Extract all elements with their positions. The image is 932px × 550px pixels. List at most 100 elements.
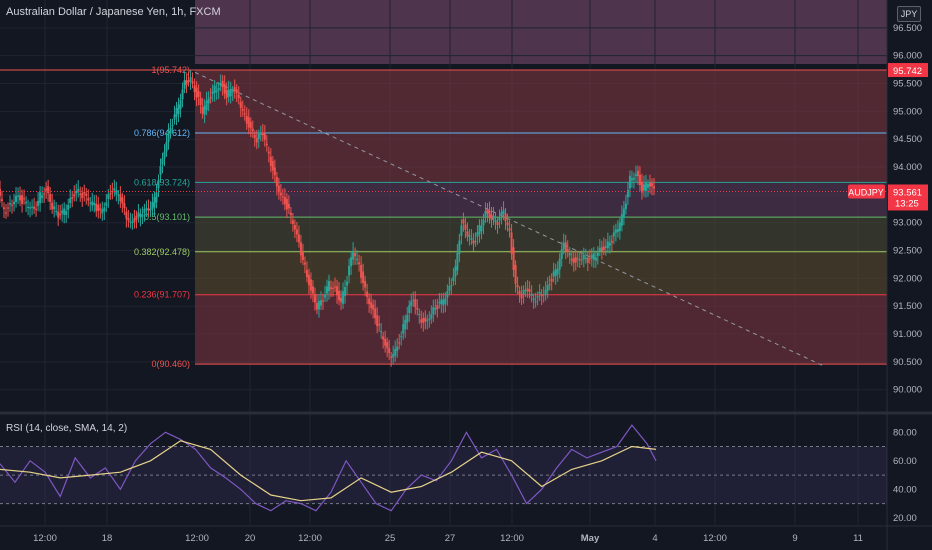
candle-body: [486, 208, 489, 214]
price-tick-label: 90.000: [893, 385, 922, 396]
candle-body: [107, 194, 110, 199]
fib-label: 0.5(93.101): [144, 212, 190, 222]
candle-body: [67, 205, 70, 211]
candle-body: [209, 97, 212, 99]
candle-body: [584, 257, 587, 259]
candle-body: [111, 190, 114, 193]
rsi-tick-label: 20.00: [893, 513, 917, 524]
time-tick-label: May: [581, 533, 600, 544]
countdown-tag: 13:25: [895, 198, 919, 209]
candle-body: [3, 207, 6, 210]
candle-body: [334, 286, 337, 288]
symbol-tag-bg: [848, 184, 885, 199]
candle-body: [370, 302, 373, 309]
candle-body: [145, 208, 148, 210]
candle-body: [171, 125, 174, 127]
candle-body: [185, 80, 188, 85]
rsi-tick-label: 80.00: [893, 427, 917, 438]
candle-body: [89, 202, 92, 204]
time-tick-label: 9: [792, 533, 797, 544]
candle-body: [39, 192, 42, 204]
candle-body: [382, 336, 385, 340]
candle-body: [394, 348, 397, 356]
candle-body: [536, 296, 539, 298]
candle-body: [281, 196, 284, 198]
price-tick-label: 91.000: [893, 329, 922, 340]
time-tick-label: 27: [445, 533, 456, 544]
candle-body: [65, 211, 68, 215]
fib-zone: [195, 251, 887, 295]
candle-body: [438, 301, 441, 304]
candle-body: [27, 206, 30, 208]
candle-body: [321, 300, 324, 302]
time-tick-label: 12:00: [703, 533, 727, 544]
candle-body: [87, 198, 90, 201]
candle-body: [223, 84, 226, 94]
time-tick-label: 20: [245, 533, 256, 544]
candle-body: [478, 224, 481, 235]
candle-body: [7, 207, 10, 209]
candle-body: [530, 293, 533, 296]
candle-body: [354, 253, 357, 257]
candle-body: [175, 108, 178, 117]
candle-body: [586, 257, 589, 263]
candle-body: [207, 98, 210, 104]
candle-body: [418, 314, 421, 316]
candle-body: [550, 278, 553, 282]
candle-body: [169, 127, 172, 134]
candle-body: [243, 113, 246, 115]
candle-body: [358, 262, 361, 265]
candle-body: [61, 210, 64, 214]
candle-body: [139, 213, 142, 218]
candle-body: [634, 174, 637, 176]
candle-body: [63, 208, 66, 215]
candle-body: [101, 209, 104, 214]
candle-body: [498, 217, 501, 221]
candle-body: [301, 252, 304, 260]
candle-body: [241, 109, 244, 111]
fib-zone: [195, 217, 887, 252]
candle-body: [287, 203, 290, 209]
candle-body: [532, 298, 535, 301]
candle-body: [193, 85, 196, 93]
candle-body: [572, 258, 575, 263]
candle-body: [450, 285, 453, 287]
last-price-tag: 93.561: [893, 187, 922, 198]
candle-body: [516, 284, 519, 288]
candle-body: [143, 208, 146, 213]
candle-body: [368, 298, 371, 304]
candle-body: [195, 87, 198, 98]
candle-body: [259, 133, 262, 135]
candle-body: [436, 305, 439, 310]
candle-body: [570, 258, 573, 261]
candle-body: [640, 181, 643, 193]
candle-body: [618, 222, 621, 232]
candle-body: [512, 247, 515, 270]
candle-body: [412, 300, 415, 302]
fib-label: 1(95.742): [151, 65, 190, 75]
candle-body: [518, 290, 521, 294]
candle-body: [49, 193, 52, 202]
candle-body: [275, 176, 278, 187]
candle-body: [444, 298, 447, 304]
candle-body: [131, 221, 134, 224]
candle-body: [231, 91, 234, 93]
candle-body: [45, 188, 48, 191]
candle-body: [494, 219, 497, 223]
candle-body: [317, 301, 320, 310]
candle-body: [229, 89, 232, 97]
candle-body: [69, 198, 72, 204]
candle-body: [460, 225, 463, 236]
candle-body: [211, 91, 214, 94]
candle-body: [514, 264, 517, 284]
candle-body: [247, 117, 250, 128]
candle-body: [404, 319, 407, 330]
currency-tag[interactable]: JPY: [897, 6, 921, 22]
candle-body: [85, 193, 88, 196]
price-tick-label: 96.000: [893, 51, 922, 62]
candle-body: [279, 192, 282, 196]
fib-zone: [195, 294, 887, 365]
candle-body: [622, 208, 625, 218]
candle-body: [490, 214, 493, 221]
